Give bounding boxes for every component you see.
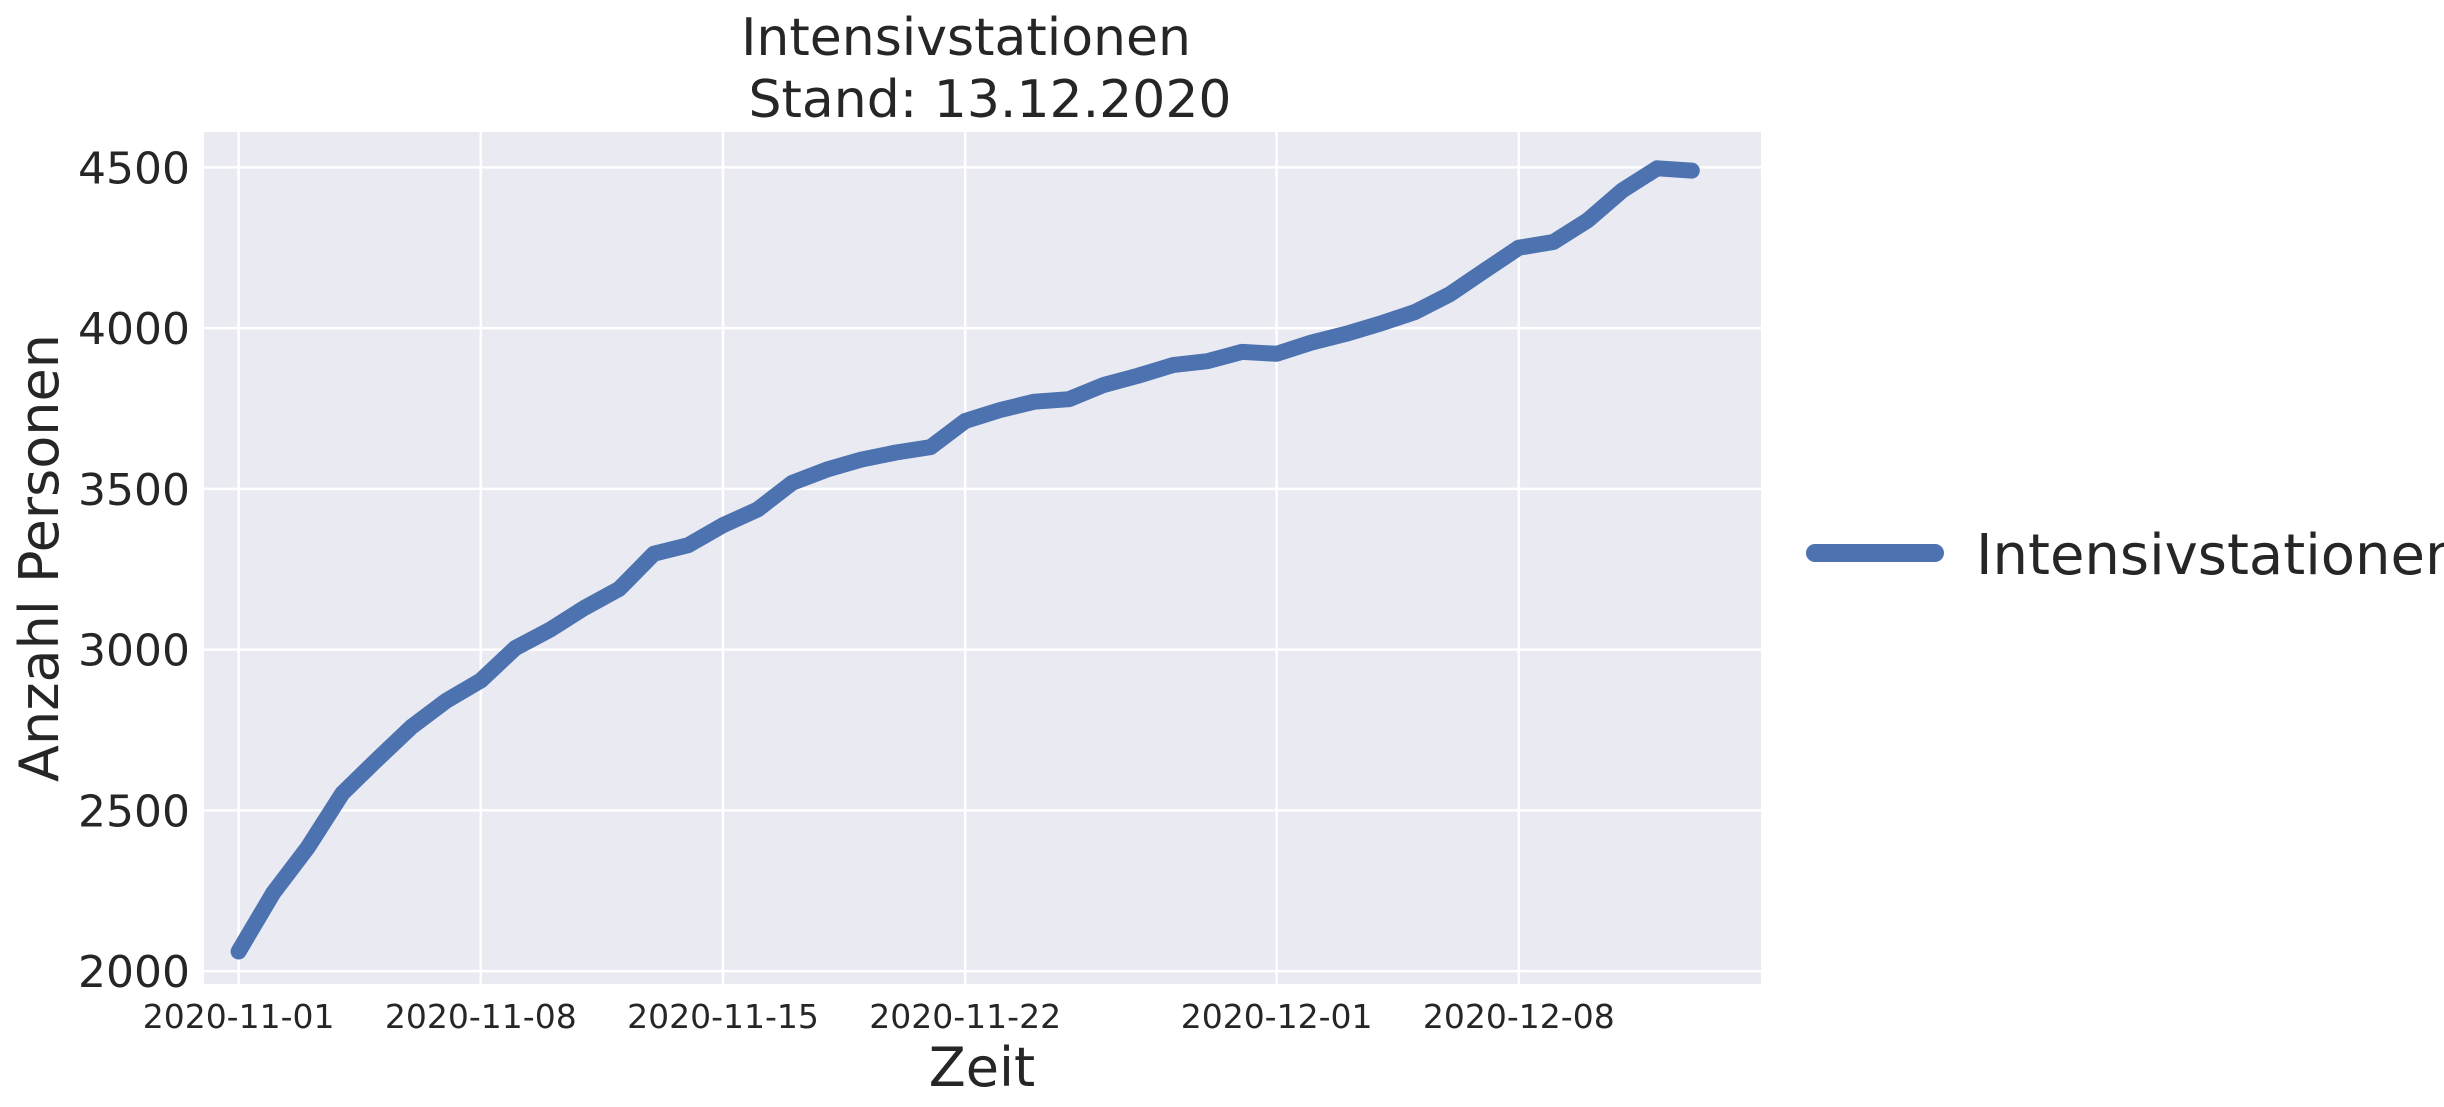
y-tick-label: 2000 — [78, 947, 190, 998]
legend: Intensivstationen — [1806, 523, 2444, 588]
x-tick-label: 2020-12-01 — [1181, 997, 1373, 1036]
y-tick-label: 3500 — [78, 465, 190, 516]
y-axis-label: Anzahl Personen — [8, 334, 71, 782]
y-tick-label: 4500 — [78, 143, 190, 194]
y-tick-label: 3000 — [78, 626, 190, 677]
y-tick-label: 2500 — [78, 786, 190, 837]
x-axis-label: Zeit — [929, 1036, 1035, 1099]
series-layer — [230, 160, 1700, 960]
chart-title-line-1: Intensivstationen — [741, 8, 1191, 68]
x-tick-label: 2020-12-08 — [1423, 997, 1615, 1036]
legend-label: Intensivstationen — [1976, 523, 2444, 588]
series-line-0 — [230, 160, 1700, 960]
y-axis-ticks: 2000 2500 3000 3500 4000 4500 — [78, 143, 190, 998]
x-tick-label: 2020-11-01 — [143, 997, 335, 1036]
x-tick-label: 2020-11-15 — [627, 997, 819, 1036]
plot-area — [204, 132, 1761, 984]
chart-title-line-2: Stand: 13.12.2020 — [748, 70, 1231, 130]
x-tick-label: 2020-11-08 — [385, 997, 577, 1036]
y-tick-label: 4000 — [78, 304, 190, 355]
x-axis-ticks: 2020-11-01 2020-11-08 2020-11-15 2020-11-22… — [143, 997, 1615, 1036]
grid — [204, 132, 1761, 984]
x-tick-label: 2020-11-22 — [869, 997, 1061, 1036]
